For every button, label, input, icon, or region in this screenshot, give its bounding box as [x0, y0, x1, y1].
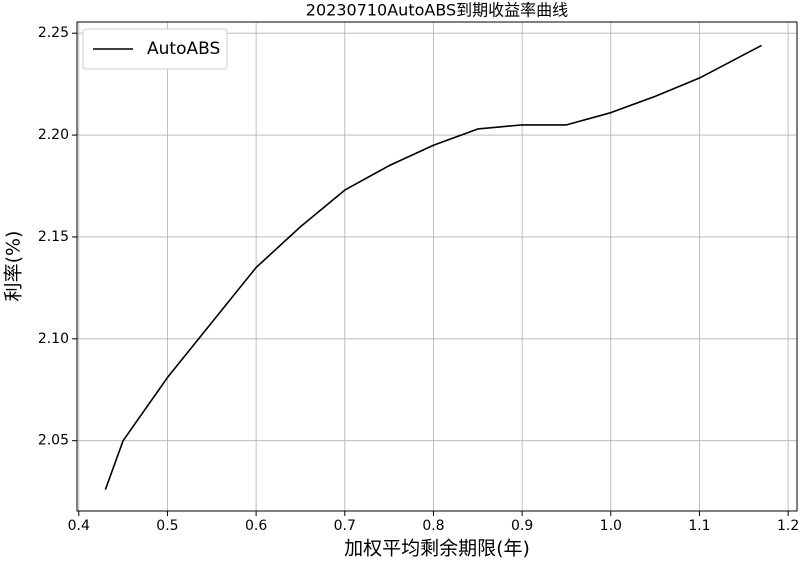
x-tick-label: 0.6 [245, 518, 267, 534]
y-tick-label: 2.10 [38, 331, 69, 347]
legend: AutoABS [82, 28, 228, 70]
x-tick-label: 1.1 [688, 518, 710, 534]
x-tick-label: 0.9 [511, 518, 533, 534]
x-tick-label: 0.8 [422, 518, 444, 534]
plot-frame [76, 21, 798, 512]
y-tick-label: 2.25 [38, 25, 69, 41]
x-tick-label: 0.5 [156, 518, 178, 534]
y-tick-label: 2.15 [38, 229, 69, 245]
y-tick-label: 2.05 [38, 433, 69, 449]
x-tick-label: 1.0 [600, 518, 622, 534]
x-tick-label: 0.7 [334, 518, 356, 534]
chart-title: 20230710AutoABS到期收益率曲线 [306, 1, 568, 20]
x-axis-label: 加权平均剩余期限(年) [344, 538, 530, 560]
x-tick-label: 0.4 [68, 518, 90, 534]
legend-frame [82, 28, 228, 70]
y-tick-label: 2.20 [38, 127, 69, 143]
x-tick-label: 1.2 [777, 518, 799, 534]
series-line [104, 44, 762, 490]
y-axis-label: 利率(%) [3, 231, 25, 302]
legend-label: AutoABS [147, 39, 220, 59]
